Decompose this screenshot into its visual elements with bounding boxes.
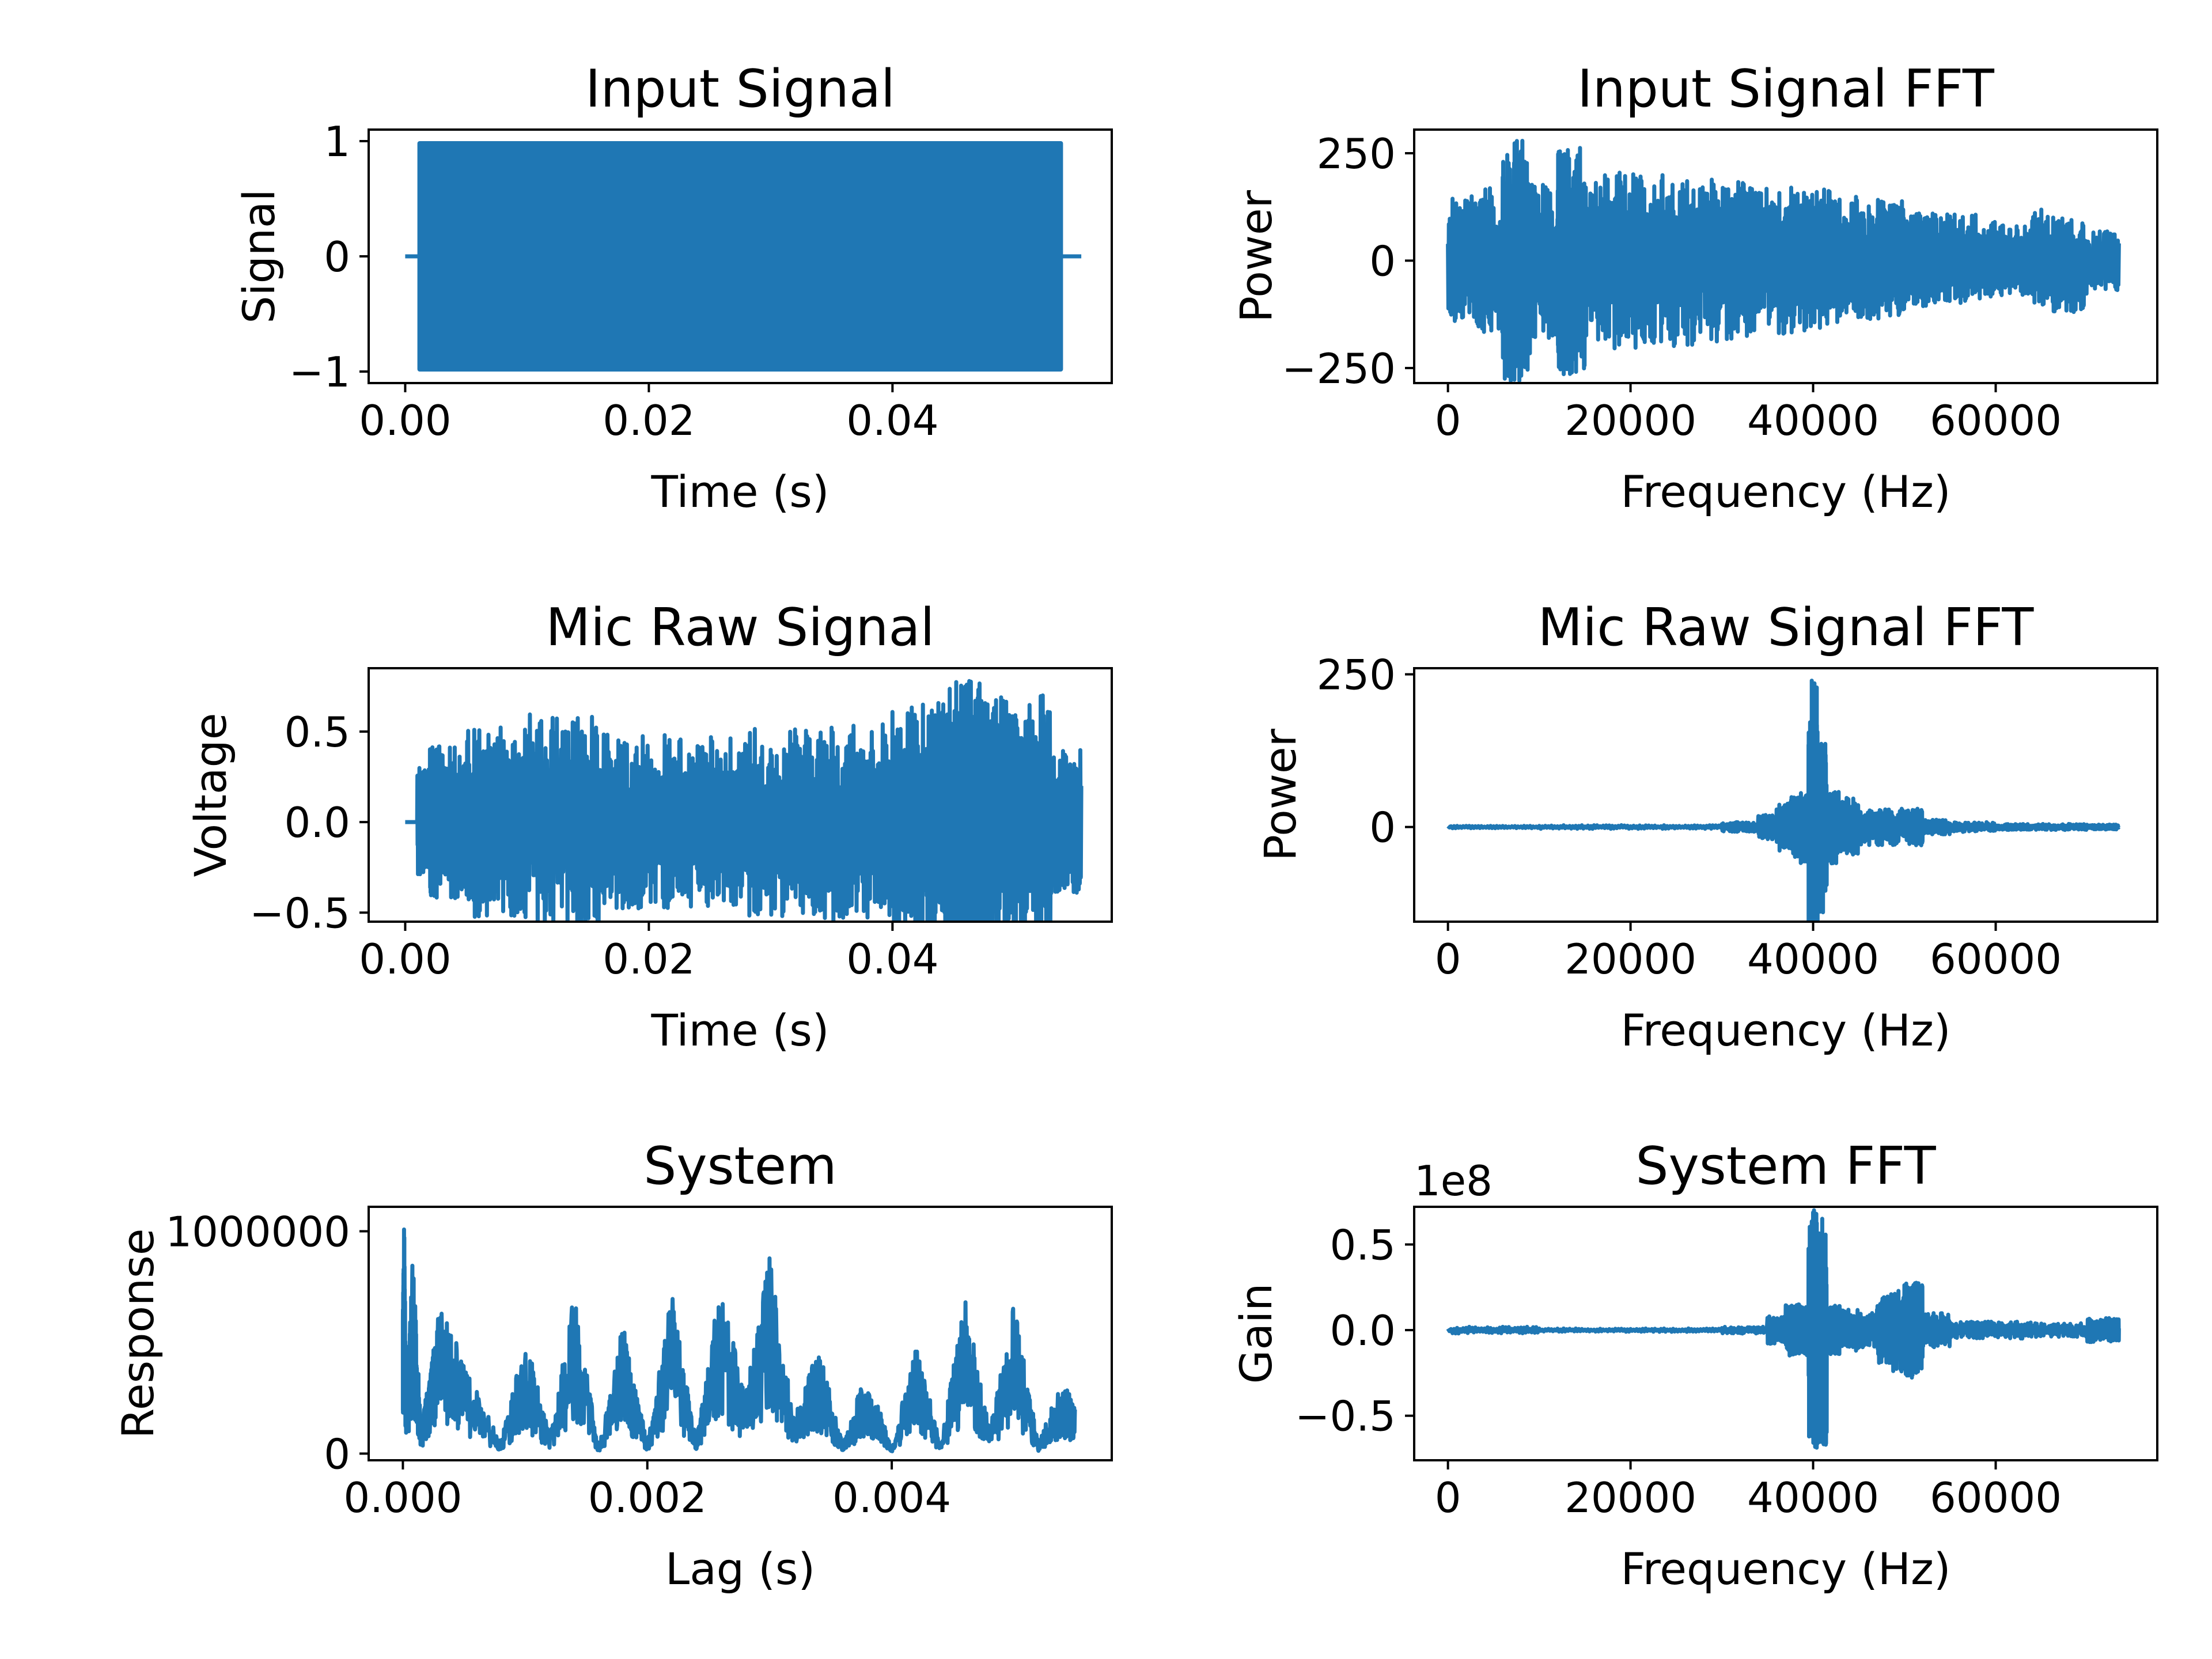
plot-area	[400, 1227, 1077, 1453]
x-axis-label: Time (s)	[650, 1005, 829, 1056]
x-axis-label: Time (s)	[650, 466, 829, 517]
y-tick-label: 0.0	[284, 798, 350, 847]
data-series-line	[1446, 679, 2121, 922]
axes-frame	[1413, 128, 2158, 384]
axes-frame	[1413, 1206, 2158, 1461]
plot-area	[405, 141, 1082, 372]
x-tick-label: 0.00	[359, 396, 451, 445]
x-tick-label: 20000	[1565, 935, 1696, 983]
y-tick-label: 250	[1317, 130, 1396, 178]
x-tick-label: 60000	[1930, 1474, 2062, 1522]
x-tick-label: 0.02	[603, 935, 695, 983]
chart-panel-6: 0 20000 40000 60000 −0.5 0.0 0.5 System FFT Freq…	[1230, 1136, 2158, 1594]
x-axis-label: Frequency (Hz)	[1620, 1543, 1950, 1594]
y-tick-label: 1000000	[165, 1207, 350, 1256]
x-tick-label: 20000	[1565, 1474, 1696, 1522]
chart-title: Input Signal FFT	[1577, 59, 1995, 119]
plot-area	[403, 679, 1084, 922]
x-axis-label: Lag (s)	[665, 1543, 815, 1594]
chart-panel-1: 0.00 0.02 0.04 −1 0 1 Input Signal Time (s) Sign…	[233, 59, 1113, 517]
x-tick-label: 60000	[1930, 396, 2062, 445]
y-tick-label: −0.5	[1295, 1392, 1396, 1441]
data-series-line	[1446, 1208, 2121, 1450]
chart-panel-5: 0.000 0.002 0.004 0 1000000 System Lag (s) Resp…	[112, 1136, 1113, 1594]
x-tick-label: 0.04	[846, 396, 938, 445]
y-tick-label: 0	[324, 1430, 350, 1478]
x-axis-label: Frequency (Hz)	[1620, 1005, 1950, 1056]
y-tick-label: 0.5	[284, 708, 350, 756]
x-tick-label: 0.002	[588, 1474, 707, 1522]
y-tick-label: 1	[324, 118, 350, 166]
chart-title: Mic Raw Signal FFT	[1538, 597, 2035, 658]
x-tick-label: 20000	[1565, 396, 1696, 445]
y-tick-label: −250	[1282, 344, 1396, 393]
y-axis-label: Power	[1255, 728, 1306, 861]
data-series-line	[400, 1227, 1077, 1453]
axes-frame	[368, 667, 1113, 923]
y-tick-label: 0.0	[1330, 1306, 1396, 1355]
x-tick-label: 0.004	[832, 1474, 951, 1522]
chart-title: Input Signal	[585, 59, 895, 119]
y-axis-label: Signal	[233, 189, 285, 323]
y-tick-label: 0	[324, 233, 350, 281]
chart-panel-2: 0 20000 40000 60000 −250 0 250 Input Signal FFT…	[1230, 59, 2158, 517]
x-axis-label: Frequency (Hz)	[1620, 466, 1950, 517]
x-tick-label: 40000	[1747, 396, 1879, 445]
chart-panel-4: 0 20000 40000 60000 0 250 Mic Raw Signal FFT Fr…	[1255, 597, 2158, 1056]
plot-area	[1446, 1208, 2121, 1450]
x-tick-label: 0.02	[603, 396, 695, 445]
x-tick-label: 0.000	[343, 1474, 462, 1522]
y-tick-label: 250	[1317, 651, 1396, 699]
y-tick-label: 0.5	[1330, 1221, 1396, 1269]
x-tick-label: 0.04	[846, 935, 938, 983]
plot-area	[1446, 139, 2121, 383]
data-series-line	[1446, 139, 2121, 383]
y-tick-label: 0	[1369, 237, 1396, 285]
x-tick-label: 0	[1435, 396, 1461, 445]
x-tick-label: 60000	[1930, 935, 2062, 983]
x-tick-label: 40000	[1747, 935, 1879, 983]
axes-frame	[1413, 667, 2158, 923]
y-axis-label: Voltage	[185, 713, 236, 877]
x-tick-label: 0	[1435, 935, 1461, 983]
data-series-line	[403, 679, 1084, 922]
x-tick-label: 40000	[1747, 1474, 1879, 1522]
y-axis-label: Response	[112, 1228, 164, 1438]
axis-offset-label: 1e8	[1414, 1157, 1493, 1205]
x-tick-label: 0	[1435, 1474, 1461, 1522]
chart-title: System	[643, 1136, 837, 1196]
chart-title: System FFT	[1635, 1136, 1936, 1196]
plot-area	[1446, 679, 2121, 922]
y-axis-label: Gain	[1230, 1283, 1282, 1384]
y-tick-label: −0.5	[249, 889, 350, 937]
y-axis-label: Power	[1230, 190, 1282, 323]
y-tick-label: 0	[1369, 804, 1396, 852]
y-tick-label: −1	[289, 348, 350, 396]
chart-panel-3: 0.00 0.02 0.04 −0.5 0.0 0.5 Mic Raw Signal Time…	[185, 597, 1113, 1056]
chart-title: Mic Raw Signal	[546, 597, 934, 658]
x-tick-label: 0.00	[359, 935, 451, 983]
axes-frame	[368, 1206, 1113, 1461]
